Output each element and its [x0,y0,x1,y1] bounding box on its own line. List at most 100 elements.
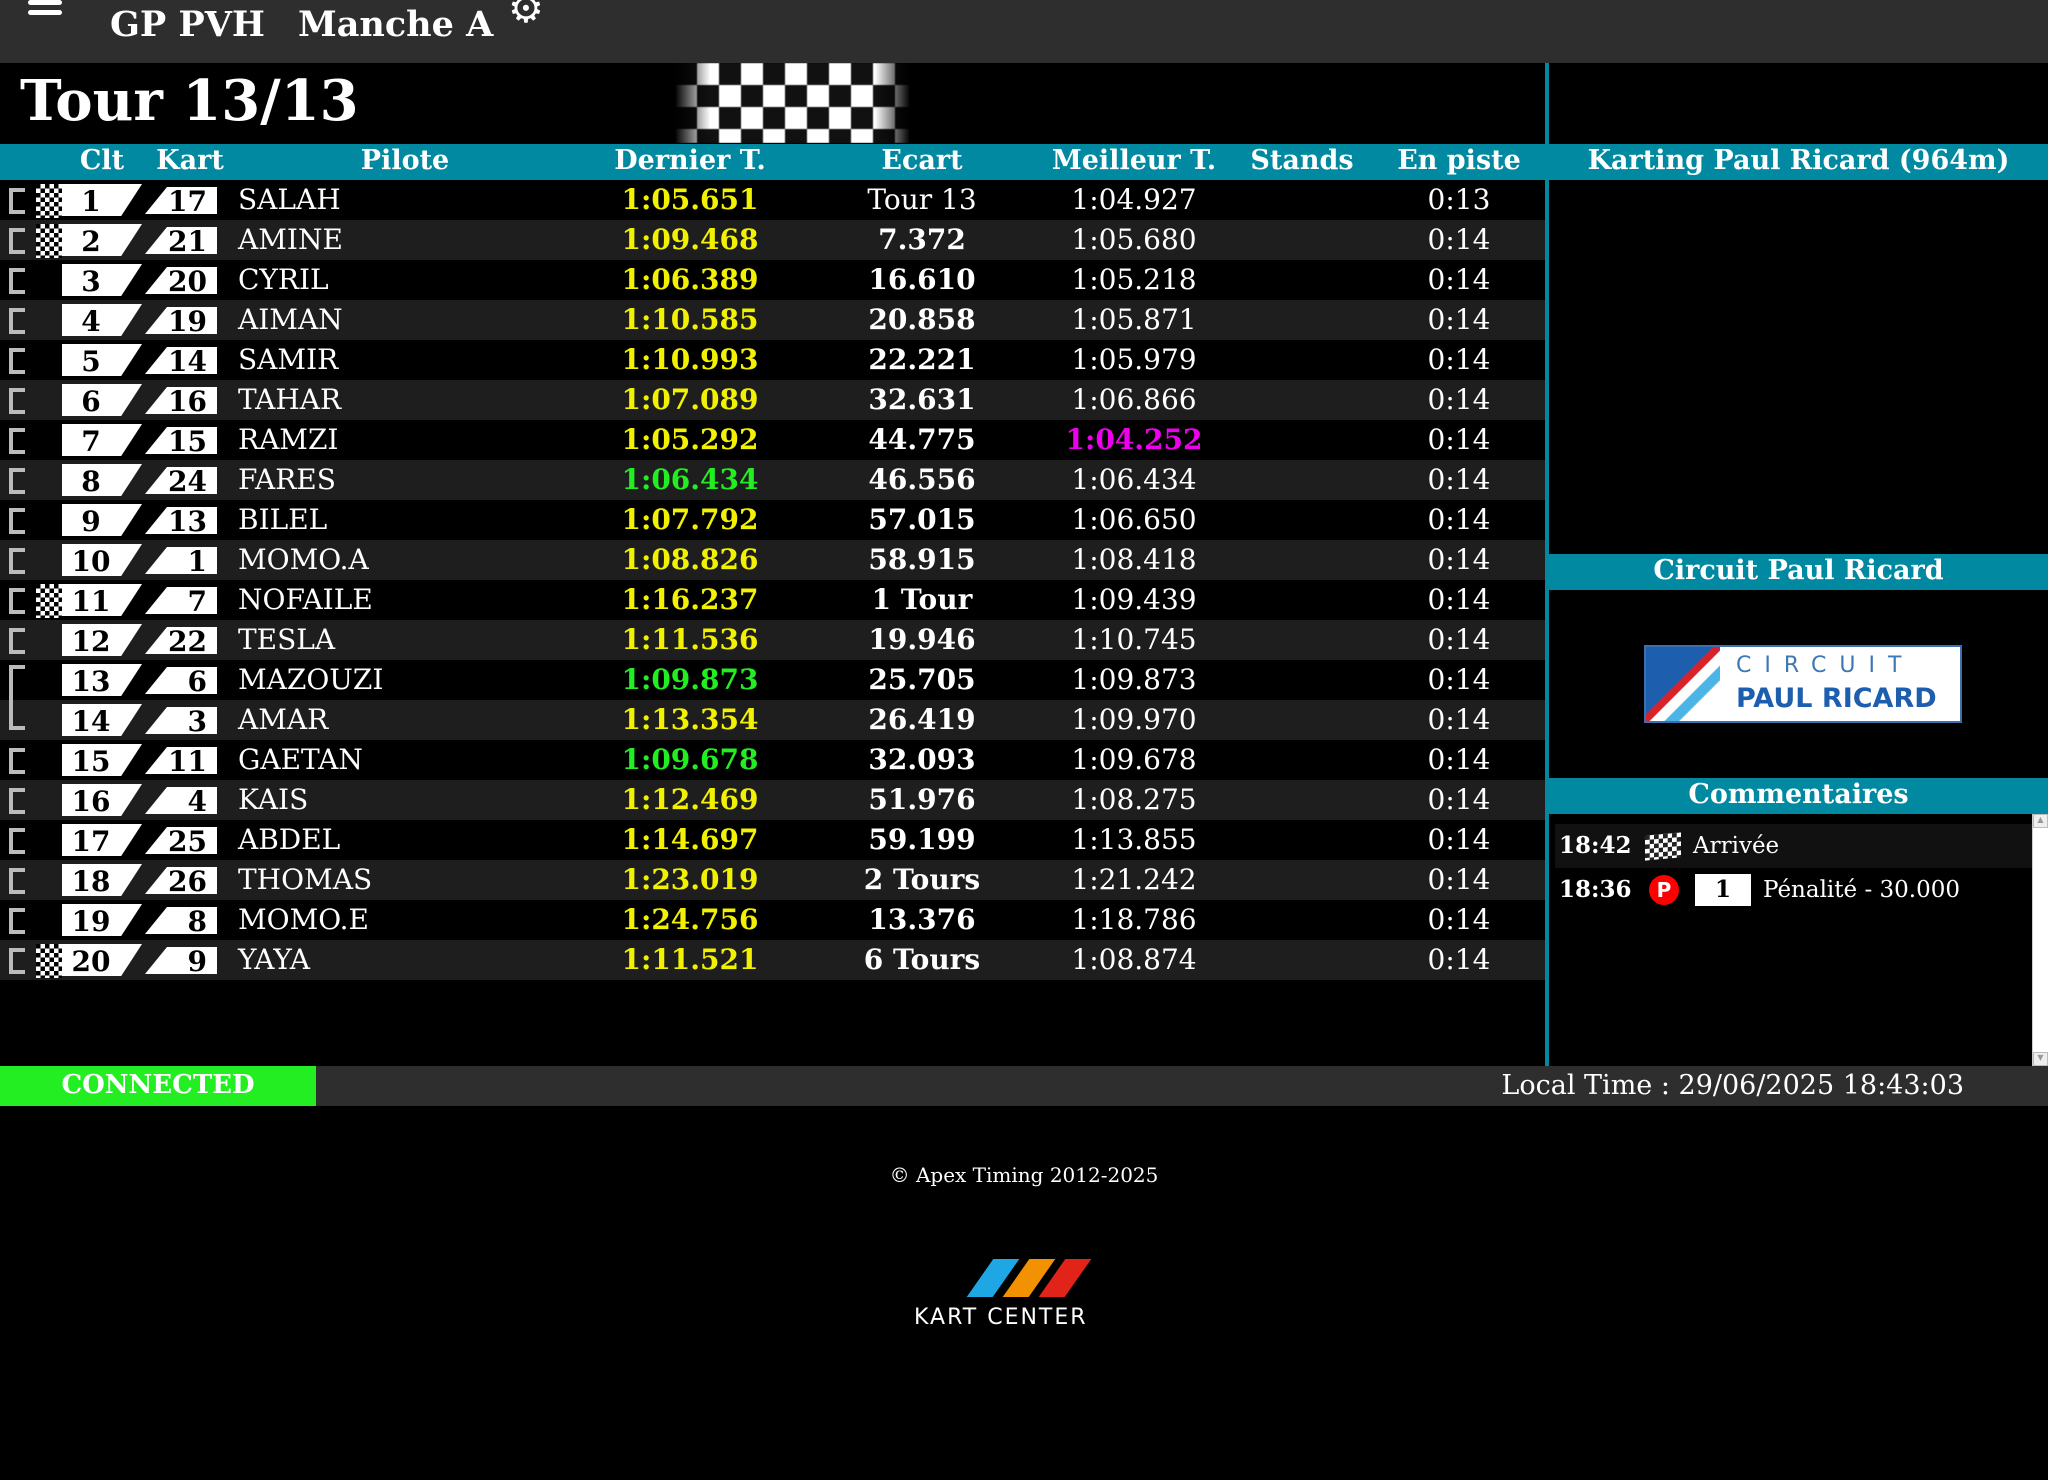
best-lap-time: 1:09.439 [1071,583,1197,616]
last-lap-time: 1:06.389 [621,263,759,296]
position-badge: 20 [62,944,142,976]
scroll-down-icon[interactable]: ▼ [2033,1052,2048,1066]
table-row[interactable]: 8 24 FARES 1:06.434 46.556 1:06.434 0:14 [0,460,1545,500]
best-lap-time: 1:08.275 [1071,783,1197,816]
on-track-time: 0:14 [1427,783,1491,816]
position-badge: 7 [62,424,142,456]
table-row[interactable]: 18 26 THOMAS 1:23.019 2 Tours 1:21.242 0:14 [0,860,1545,900]
col-stands[interactable]: Stands [1250,145,1354,176]
gap: 13.376 [868,903,976,936]
position-badge: 16 [62,784,142,816]
checkered-flag-icon [36,184,62,218]
on-track-time: 0:13 [1427,183,1491,216]
expand-bracket-icon[interactable] [9,908,25,934]
scroll-up-icon[interactable]: ▲ [2033,814,2048,828]
driver-name: CYRIL [238,263,329,296]
expand-bracket-icon[interactable] [9,188,25,214]
table-row[interactable]: 17 25 ABDEL 1:14.697 59.199 1:13.855 0:14 [0,820,1545,860]
kart-number-badge: 16 [145,387,217,414]
expand-bracket-icon[interactable] [9,508,25,534]
on-track-time: 0:14 [1427,903,1491,936]
col-best[interactable]: Meilleur T. [1051,145,1217,176]
expand-bracket-icon[interactable] [9,628,25,654]
top-bar: GP PVH Manche A ⚙ [0,0,2048,63]
expand-bracket-icon[interactable] [9,548,25,574]
expand-bracket-icon[interactable] [9,828,25,854]
driver-name: AMAR [238,703,329,736]
circuit-logo-line1: CIRCUIT [1736,653,1915,678]
driver-name: AIMAN [238,303,343,336]
table-row[interactable]: 7 15 RAMZI 1:05.292 44.775 1:04.252 0:14 [0,420,1545,460]
table-row[interactable]: 12 22 TESLA 1:11.536 19.946 1:10.745 0:14 [0,620,1545,660]
position-badge: 1 [62,184,142,216]
table-row[interactable]: 6 16 TAHAR 1:07.089 32.631 1:06.866 0:14 [0,380,1545,420]
expand-bracket-icon[interactable] [9,468,25,494]
best-lap-time: 1:04.252 [1065,423,1203,456]
table-row[interactable]: 16 4 KAIS 1:12.469 51.976 1:08.275 0:14 [0,780,1545,820]
table-row[interactable]: 11 7 NOFAILE 1:16.237 1 Tour 1:09.439 0:14 [0,580,1545,620]
comments-scrollbar[interactable]: ▲ ▼ [2032,814,2048,1066]
gap: 16.610 [868,263,976,296]
driver-name: BILEL [238,503,328,536]
table-row[interactable]: 5 14 SAMIR 1:10.993 22.221 1:05.979 0:14 [0,340,1545,380]
table-row[interactable]: 13 6 MAZOUZI 1:09.873 25.705 1:09.873 0:14 [0,660,1545,729]
lap-status: Tour 13/13 [20,68,359,134]
last-lap-time: 1:06.434 [621,463,759,496]
expand-bracket-icon[interactable] [9,388,25,414]
gap: 32.093 [868,743,976,776]
gap: 19.946 [868,623,976,656]
best-lap-time: 1:06.434 [1071,463,1197,496]
position-badge: 14 [62,704,142,736]
col-last[interactable]: Dernier T. [614,145,766,176]
position-badge: 6 [62,384,142,416]
last-lap-time: 1:23.019 [621,863,759,896]
expand-bracket-icon[interactable] [9,268,25,294]
standings-table: 1 17 SALAH 1:05.651 Tour 13 1:04.927 0:13 2 21 AM… [0,180,1545,980]
expand-bracket-icon[interactable] [9,948,25,974]
table-row[interactable]: 15 11 GAETAN 1:09.678 32.093 1:09.678 0:14 [0,740,1545,780]
table-row[interactable]: 14 3 AMAR 1:13.354 26.419 1:09.970 0:14 [0,666,1545,740]
kart-number-badge: 21 [145,227,217,254]
gap: 20.858 [868,303,976,336]
col-pilote[interactable]: Pilote [360,145,450,176]
expand-bracket-icon[interactable] [9,228,25,254]
expand-bracket-icon[interactable] [9,428,25,454]
driver-name: TESLA [238,623,336,656]
driver-name: THOMAS [238,863,373,896]
kart-number-badge: 25 [145,827,217,854]
best-lap-time: 1:06.866 [1071,383,1197,416]
kart-number-badge: 4 [145,787,217,814]
on-track-time: 0:14 [1427,703,1491,736]
on-track-time: 0:14 [1427,303,1491,336]
table-row[interactable]: 1 17 SALAH 1:05.651 Tour 13 1:04.927 0:13 [0,180,1545,220]
gap: 22.221 [868,343,976,376]
expand-bracket-icon[interactable] [9,868,25,894]
table-row[interactable]: 19 8 MOMO.E 1:24.756 13.376 1:18.786 0:14 [0,900,1545,940]
gear-icon[interactable]: ⚙ [508,0,544,32]
table-row[interactable]: 9 13 BILEL 1:07.792 57.015 1:06.650 0:14 [0,500,1545,540]
expand-bracket-icon[interactable] [9,588,25,614]
col-gap[interactable]: Ecart [881,145,963,176]
col-clt[interactable]: Clt [79,145,125,176]
kart-number-badge: 11 [145,747,217,774]
gap: 1 Tour [871,583,973,616]
table-row[interactable]: 20 9 YAYA 1:11.521 6 Tours 1:08.874 0:14 [0,940,1545,980]
expand-bracket-icon[interactable] [9,788,25,814]
table-row[interactable]: 2 21 AMINE 1:09.468 7.372 1:05.680 0:14 [0,220,1545,260]
col-kart[interactable]: Kart [156,145,224,176]
col-on-track[interactable]: En piste [1397,145,1521,176]
table-row[interactable]: 3 20 CYRIL 1:06.389 16.610 1:05.218 0:14 [0,260,1545,300]
table-row[interactable]: 4 19 AIMAN 1:10.585 20.858 1:05.871 0:14 [0,300,1545,340]
last-lap-time: 1:10.585 [621,303,759,336]
kart-number-badge: 15 [145,427,217,454]
expand-bracket-icon[interactable] [9,666,25,730]
position-badge: 9 [62,504,142,536]
expand-bracket-icon[interactable] [9,748,25,774]
circuit-title: Circuit Paul Ricard [1549,554,2048,590]
status-bar: CONNECTED Local Time : 29/06/2025 18:43:… [0,1066,2048,1106]
expand-bracket-icon[interactable] [9,308,25,334]
position-badge: 15 [62,744,142,776]
expand-bracket-icon[interactable] [9,348,25,374]
hamburger-icon[interactable] [28,0,62,16]
table-row[interactable]: 10 1 MOMO.A 1:08.826 58.915 1:08.418 0:14 [0,540,1545,580]
